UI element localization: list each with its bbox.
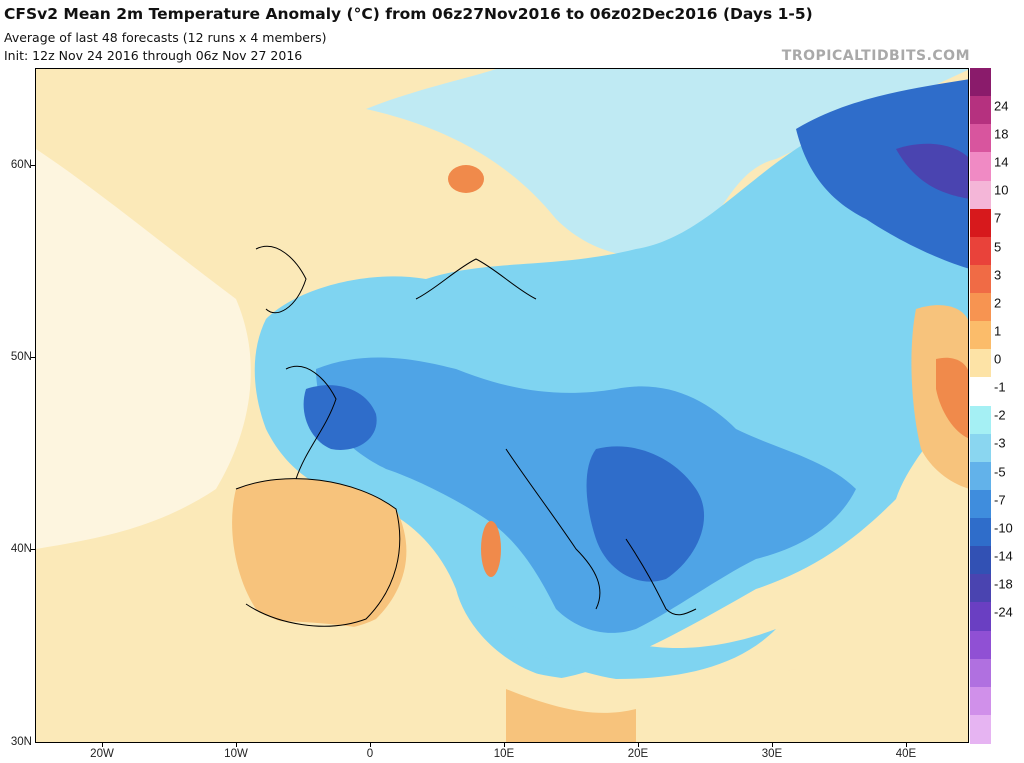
colorbar-cell [970,574,991,603]
colorbar-cell [970,264,991,294]
russia-cold-zone [796,79,968,269]
libya-warm-spot [506,689,636,742]
colorbar-cell [970,489,991,519]
lon-tick [102,743,103,747]
colorbar-cell [970,152,991,181]
colorbar-label: -18 [994,576,1013,592]
colorbar-cell [970,349,991,378]
colorbar-label: -10 [994,520,1013,536]
iberia-warm-zone [232,478,407,630]
lat-tick [31,549,35,550]
iberia-coast-line [235,478,401,627]
atlantic-neutral-zone [36,149,251,549]
lat-label-30n: 30N [10,736,32,748]
colorbar-label: -2 [994,407,1006,423]
colorbar-cell [970,96,991,125]
lon-tick [236,743,237,747]
map-subtitle-init: Init: 12z Nov 24 2016 through 06z Nov 27… [4,48,303,63]
lon-tick [504,743,505,747]
north-sea-cool-zone [366,69,968,257]
colorbar-cell [970,518,991,547]
france-cold-core [303,385,377,450]
colorbar-cell [970,405,991,435]
colorbar-label: -3 [994,435,1006,451]
central-europe-deep-cold [316,357,856,633]
lon-label-0: 0 [366,748,374,760]
colorbar-label: 18 [994,126,1009,142]
russia-deep-cold-core [896,143,968,199]
north-africa-warm-zone [186,621,968,742]
colorbar-cell [970,124,991,153]
anomaly-field [36,69,968,742]
colorbar-cell [970,433,991,463]
lon-tick [638,743,639,747]
lon-label-30e: 30E [761,748,783,760]
lon-tick [370,743,371,747]
colorbar-label: -7 [994,492,1006,508]
lon-tick [906,743,907,747]
brand-watermark: TROPICALTIDBITS.COM [781,48,970,64]
france-coast-line [285,365,337,480]
colorbar-label: 1 [994,323,1002,339]
mediterranean-cold-zone [466,589,776,679]
colorbar-label: -14 [994,548,1013,564]
colorbar-cell [970,293,991,322]
lon-label-20w: 20W [90,748,114,760]
balkan-cold-core [586,446,705,582]
colorbar-label: -1 [994,379,1006,395]
lat-label-60n: 60N [10,159,32,171]
colorbar-label: 3 [994,267,1002,283]
colorbar [970,68,991,744]
colorbar-label: 14 [994,154,1009,170]
colorbar-label: 2 [994,295,1002,311]
colorbar-label: 7 [994,210,1002,226]
lon-label-10e: 10E [493,748,515,760]
colorbar-label: 5 [994,239,1002,255]
colorbar-cell [970,630,991,660]
colorbar-cell [970,658,991,688]
colorbar-label: -5 [994,464,1006,480]
lat-tick [31,357,35,358]
colorbar-label: 10 [994,182,1009,198]
colorbar-cell [970,602,991,631]
colorbar-label: -24 [994,604,1013,620]
colorbar-cell [970,68,991,97]
colorbar-label: 0 [994,351,1002,367]
colorbar-cell [970,714,991,744]
colorbar-cell [970,546,991,575]
colorbar-cell [970,461,991,491]
colorbar-cell [970,686,991,716]
anomaly-map [35,68,969,743]
colorbar-cell [970,208,991,238]
colorbar-cell [970,180,991,210]
britain-coast-line [255,245,307,314]
colorbar-label: 24 [994,98,1009,114]
lon-tick [772,743,773,747]
norway-warm-spot [448,165,484,193]
balkan-coast-line [625,538,697,616]
lat-tick [31,165,35,166]
lat-label-40n: 40N [10,543,32,555]
italy-coast-line [505,448,601,610]
north-sea-coast-line [415,258,537,300]
sardinia-warm-spot [481,521,501,577]
colorbar-cell [970,321,991,350]
colorbar-cell [970,236,991,266]
map-subtitle-ensemble: Average of last 48 forecasts (12 runs x … [4,30,327,45]
lon-label-40e: 40E [895,748,917,760]
east-warm-core [936,357,968,439]
lat-label-50n: 50N [10,351,32,363]
lon-label-10w: 10W [224,748,248,760]
lon-label-20e: 20E [627,748,649,760]
colorbar-cell [970,377,991,406]
map-title: CFSv2 Mean 2m Temperature Anomaly (°C) f… [4,5,813,23]
